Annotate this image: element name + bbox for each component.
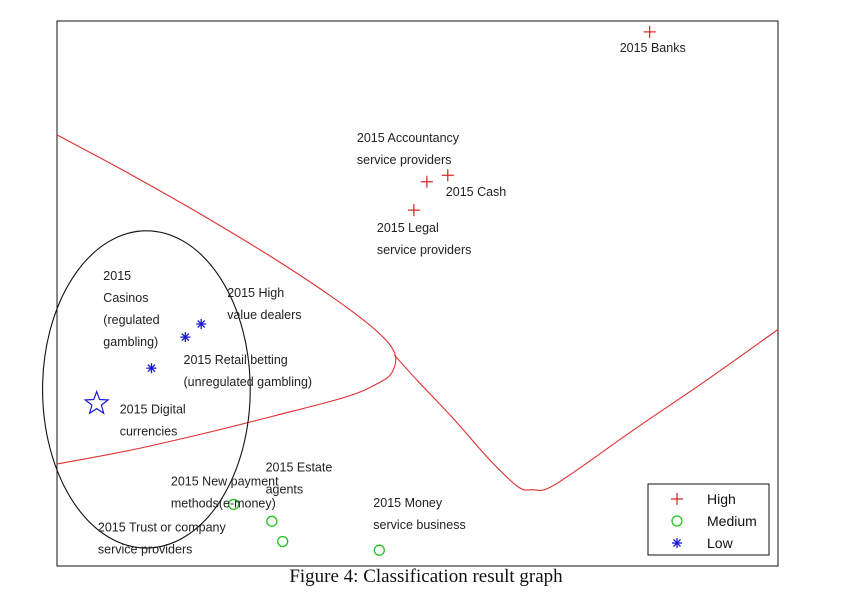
point-label-line: 2015 High [227,286,284,300]
point-label-line: methods(e-money) [171,497,276,511]
point-label-line: (unregulated gambling) [184,375,313,389]
point-medium-3 [277,535,289,548]
point-label-line: agents [266,482,304,496]
point-label-line: service business [373,518,465,532]
point-label: 2015 Accountancy service providers [357,131,460,167]
point-low-1 [180,332,191,343]
point-medium-2 [266,515,278,527]
point-high-1 [643,25,656,38]
point-label-line: service providers [357,153,451,167]
point-high-3 [441,169,454,182]
figure-caption: Figure 4: Classification result graph [289,566,563,587]
point-label-line: Casinos [103,291,148,305]
point-label-line: 2015 Banks [620,41,686,55]
point-label: 2015 Digital currencies [120,403,186,439]
point-label-line: 2015 [103,269,131,283]
point-label: 2015 Cash [446,185,507,199]
point-label: 2015 Banks [620,41,686,55]
boundary-curve-1 [56,134,397,465]
cluster-circle-group [42,230,251,549]
legend-label-low: Low [707,535,734,551]
point-star-1 [83,389,110,415]
legend-marker-high [671,493,683,505]
point-label-line: (regulated [103,313,159,327]
point-label: 2015 Money service business [373,496,465,532]
point-label-line: 2015 Trust or company [98,520,227,534]
point-label: 2015 New payment methods(e-money) [171,475,279,511]
point-low-3 [146,363,157,374]
legend-marker-medium [671,515,683,527]
point-label-line: 2015 Retail betting [184,353,288,367]
data-points-group [83,25,656,556]
plot-frame [56,20,779,567]
point-label: 2015 Casinos (regulated gambling) [103,269,159,349]
legend-label-high: High [707,491,736,507]
legend-marker-low [672,538,682,548]
cluster-circle [42,230,251,549]
point-label: 2015 High value dealers [227,286,301,322]
point-label-line: 2015 New payment [171,475,279,489]
boundary-curve-2 [393,329,779,492]
point-label-line: 2015 Accountancy [357,131,460,145]
point-label-line: currencies [120,425,178,439]
point-label: 2015 Legal service providers [377,221,471,257]
point-medium-1 [227,498,240,511]
point-high-4 [407,204,420,217]
legend-box [647,483,770,556]
point-low-2 [196,319,207,330]
point-label: 2015 Retail betting (unregulated gambling… [184,353,313,389]
point-labels-group: 2015 Banks 2015 Accountancy service provid… [98,41,686,556]
point-label: 2015 Estate agents [266,460,333,496]
legend: High Medium Low [647,483,770,556]
point-label-line: value dealers [227,308,301,322]
point-label-line: 2015 Digital [120,403,186,417]
point-label: 2015 Trust or company service providers [98,520,227,556]
point-label-line: gambling) [103,335,158,349]
point-label-line: service providers [98,542,192,556]
point-label-line: service providers [377,243,471,257]
legend-label-medium: Medium [707,513,757,529]
point-high-2 [420,175,433,188]
decision-boundary-group [56,134,779,492]
point-label-line: 2015 Estate [266,460,333,474]
point-label-line: 2015 Legal [377,221,439,235]
point-label-line: 2015 Cash [446,185,507,199]
point-medium-4 [373,544,385,556]
point-label-line: 2015 Money [373,496,443,510]
